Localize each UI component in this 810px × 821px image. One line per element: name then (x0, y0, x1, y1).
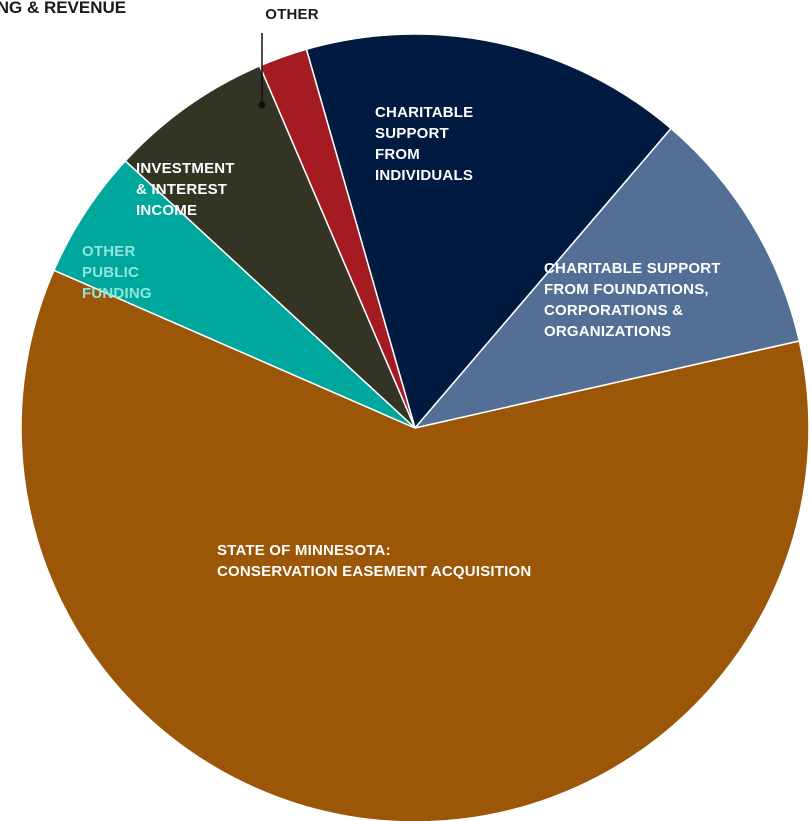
slice-label-4: INVESTMENT & INTEREST INCOME (136, 160, 235, 219)
slice-label-line: OTHER (82, 243, 136, 260)
pie-slice-5 (258, 48, 416, 429)
slice-label-line: PUBLIC (82, 264, 139, 281)
other-leader-dot (258, 101, 266, 109)
slice-label-0: CHARITABLE SUPPORT FROM INDIVIDUALS (375, 104, 473, 184)
slice-label-line: STATE OF MINNESOTA: (217, 542, 391, 559)
pie-slice-2 (20, 269, 810, 821)
slice-label-line: FUNDING (82, 285, 152, 302)
slice-label-line: ORGANIZATIONS (544, 323, 671, 340)
slice-label-5: OTHER (265, 6, 319, 23)
slice-label-line: INVESTMENT (136, 160, 235, 177)
slice-label-line: OTHER (265, 6, 319, 23)
slice-label-line: SUPPORT (375, 125, 449, 142)
pie-slice-4 (124, 64, 416, 429)
pie-slice-0 (305, 33, 673, 430)
slice-label-line: INDIVIDUALS (375, 167, 473, 184)
slice-label-2: STATE OF MINNESOTA: CONSERVATION EASEMENT… (217, 542, 531, 580)
chart-title: ING & REVENUE (0, 0, 126, 17)
slice-label-line: FROM FOUNDATIONS, (544, 281, 709, 298)
slice-label-3: OTHER PUBLIC FUNDING (82, 243, 152, 302)
slice-label-line: CONSERVATION EASEMENT ACQUISITION (217, 563, 531, 580)
slice-label-line: INCOME (136, 202, 197, 219)
slice-label-line: FROM (375, 146, 420, 163)
slice-label-line: & INTEREST (136, 181, 227, 198)
slice-label-1: CHARITABLE SUPPORT FROM FOUNDATIONS, CORPO… (544, 260, 721, 340)
slice-label-line: CHARITABLE (375, 104, 473, 121)
slice-label-line: CORPORATIONS & (544, 302, 683, 319)
slice-label-line: CHARITABLE SUPPORT (544, 260, 721, 277)
pie-slice-1 (412, 127, 801, 430)
